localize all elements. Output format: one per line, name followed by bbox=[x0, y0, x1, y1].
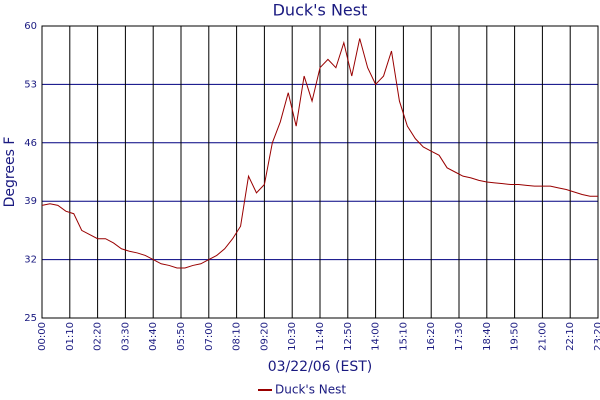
y-tick-label: 25 bbox=[24, 313, 37, 324]
y-tick-label: 32 bbox=[24, 255, 37, 266]
y-axis-label: Degrees F bbox=[2, 137, 18, 208]
plot-border bbox=[41, 25, 599, 319]
x-tick-label: 10:30 bbox=[287, 322, 298, 351]
x-tick-label: 23:20 bbox=[593, 322, 600, 351]
x-tick-label: 01:10 bbox=[65, 322, 76, 351]
y-tick-label: 39 bbox=[24, 196, 37, 207]
x-tick-label: 12:50 bbox=[343, 322, 354, 351]
x-axis-label: 03/22/06 (EST) bbox=[268, 359, 373, 375]
x-tick-label: 02:20 bbox=[93, 322, 104, 351]
x-tick-label: 14:00 bbox=[371, 322, 382, 351]
x-tick-label: 17:30 bbox=[454, 322, 465, 351]
x-tick-label: 00:00 bbox=[37, 322, 48, 351]
x-tick-label: 05:50 bbox=[176, 322, 187, 351]
x-tick-label: 07:00 bbox=[204, 322, 215, 351]
x-tick-label: 19:50 bbox=[510, 322, 521, 351]
y-tick-label: 46 bbox=[24, 138, 37, 149]
x-tick-label: 09:20 bbox=[259, 322, 270, 351]
legend-label: Duck's Nest bbox=[275, 383, 346, 397]
x-tick-label: 18:40 bbox=[482, 322, 493, 351]
y-tick-label: 60 bbox=[24, 21, 37, 32]
x-tick-label: 21:00 bbox=[537, 322, 548, 351]
x-tick-label: 22:10 bbox=[565, 322, 576, 351]
x-tick-label: 11:40 bbox=[315, 322, 326, 351]
x-tick-label: 08:10 bbox=[232, 322, 243, 351]
x-tick-label: 03:30 bbox=[120, 322, 131, 351]
y-tick-label: 53 bbox=[24, 79, 37, 90]
x-tick-label: 04:40 bbox=[148, 322, 159, 351]
x-tick-label: 16:20 bbox=[426, 322, 437, 351]
chart-title: Duck's Nest bbox=[273, 1, 368, 20]
data-line bbox=[41, 38, 598, 269]
x-tick-label: 15:10 bbox=[398, 322, 409, 351]
